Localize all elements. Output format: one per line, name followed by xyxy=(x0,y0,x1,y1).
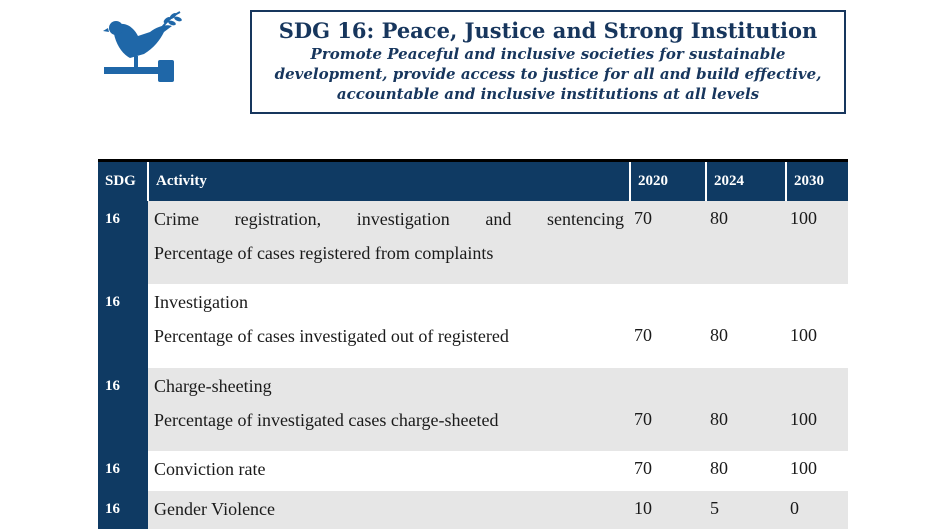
activity-title: Gender Violence xyxy=(154,498,276,519)
column-header-activity: Activity xyxy=(147,159,630,201)
activity-title: Investigation xyxy=(154,291,248,312)
page-subtitle: Promote Peaceful and inclusive societies… xyxy=(274,45,822,103)
value-2030: 100 xyxy=(786,200,848,284)
value-2020: 70 xyxy=(630,367,706,451)
table-row: 16 Investigation Percentage of cases inv… xyxy=(98,283,848,368)
sdg-activity-table: SDG Activity 2020 2024 2030 16 Crime reg… xyxy=(98,159,848,529)
activity-cell: Gender Violence xyxy=(148,490,630,529)
table-row: 16 Conviction rate 70 80 100 xyxy=(98,450,848,491)
column-header-2024: 2024 xyxy=(705,159,786,201)
value-2030: 100 xyxy=(786,283,848,368)
activity-detail: Percentage of investigated cases charge-… xyxy=(154,409,499,430)
sdg-cell: 16 xyxy=(98,490,148,529)
table-row: 16 Crime registration, investigation and… xyxy=(98,200,848,284)
column-header-2020: 2020 xyxy=(629,159,706,201)
activity-cell: Conviction rate xyxy=(148,450,630,491)
activity-cell: Charge-sheeting Percentage of investigat… xyxy=(148,367,630,451)
value-2024: 80 xyxy=(706,367,786,451)
activity-cell: Crime registration, investigation and se… xyxy=(148,200,630,284)
value-2024: 5 xyxy=(706,490,786,529)
table-row: 16 Gender Violence 10 5 0 xyxy=(98,490,848,529)
activity-detail: Percentage of cases registered from comp… xyxy=(154,242,494,263)
activity-cell: Investigation Percentage of cases invest… xyxy=(148,283,630,368)
sdg-cell: 16 xyxy=(98,200,148,284)
title-box: SDG 16: Peace, Justice and Strong Instit… xyxy=(250,10,846,114)
activity-title: Crime registration, investigation and se… xyxy=(154,208,624,229)
activity-detail: Percentage of cases investigated out of … xyxy=(154,325,509,346)
sdg-cell: 16 xyxy=(98,283,148,368)
value-2020: 70 xyxy=(630,450,706,491)
value-2020: 70 xyxy=(630,283,706,368)
page-title: SDG 16: Peace, Justice and Strong Instit… xyxy=(278,18,818,43)
activity-title: Charge-sheeting xyxy=(154,375,272,396)
column-header-sdg: SDG xyxy=(98,159,148,201)
value-2030: 0 xyxy=(786,490,848,529)
value-2030: 100 xyxy=(786,367,848,451)
value-2030: 100 xyxy=(786,450,848,491)
activity-title: Conviction rate xyxy=(154,458,266,479)
value-2024: 80 xyxy=(706,283,786,368)
sdg-cell: 16 xyxy=(98,450,148,491)
value-2024: 80 xyxy=(706,200,786,284)
dove-gavel-icon xyxy=(103,11,182,82)
table-header-row: SDG Activity 2020 2024 2030 xyxy=(98,159,848,201)
column-header-2030: 2030 xyxy=(785,159,848,201)
value-2024: 80 xyxy=(706,450,786,491)
value-2020: 10 xyxy=(630,490,706,529)
value-2020: 70 xyxy=(630,200,706,284)
sdg-cell: 16 xyxy=(98,367,148,451)
table-row: 16 Charge-sheeting Percentage of investi… xyxy=(98,367,848,451)
